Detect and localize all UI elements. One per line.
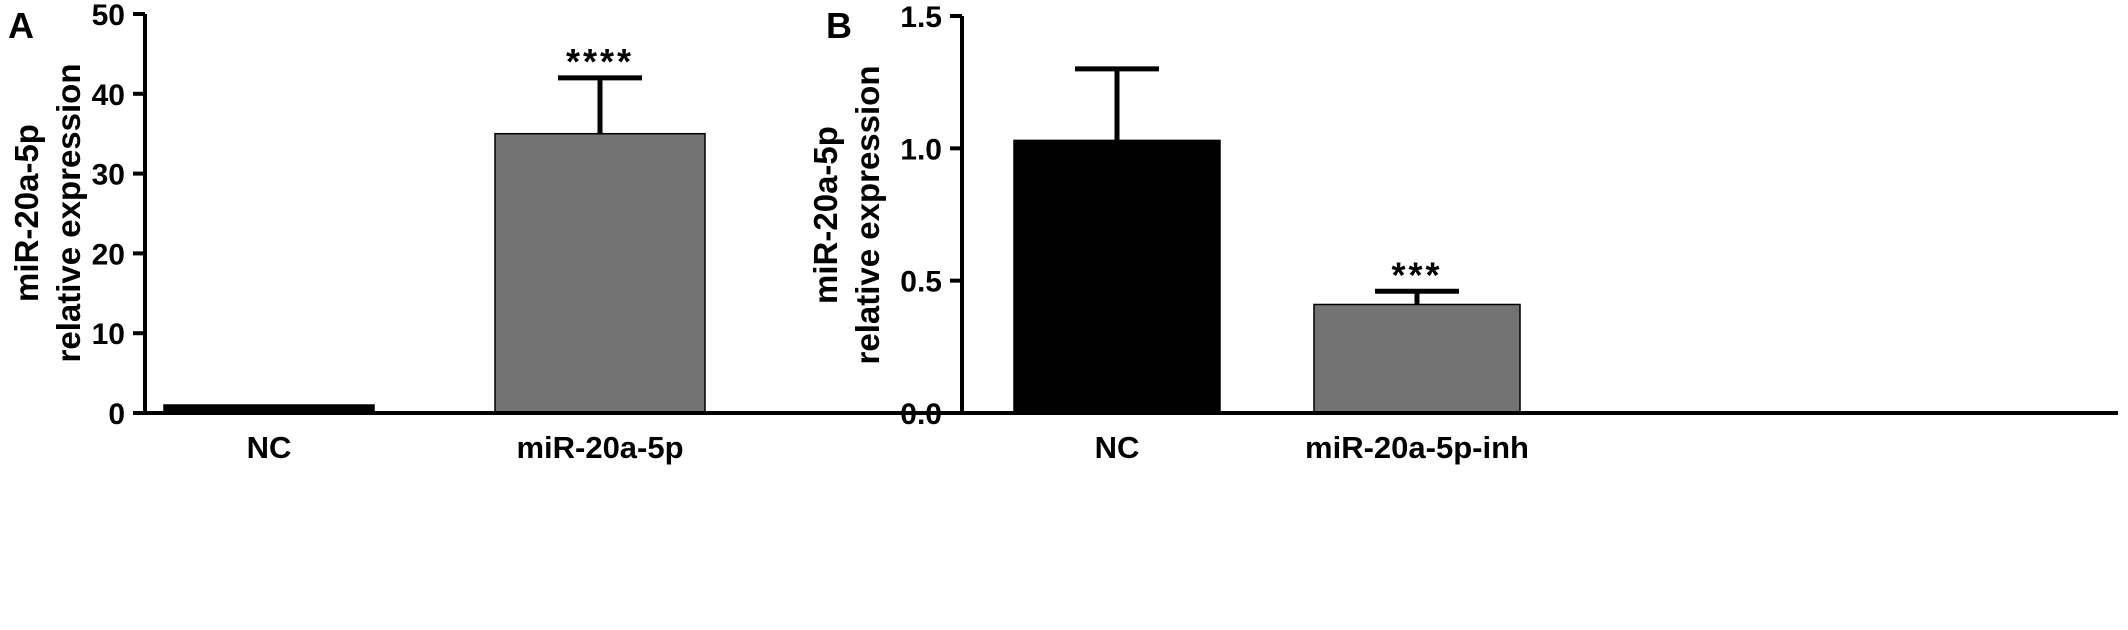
y-tick-label: 40: [92, 79, 125, 112]
y-tick-label: 0.5: [900, 266, 942, 299]
significance-label: ***: [1391, 254, 1442, 295]
x-tick-label: NC: [1095, 430, 1140, 465]
y-axis-label: relative expression: [50, 64, 87, 363]
y-axis-label: miR-20a-5p: [807, 126, 844, 304]
panel-label: B: [826, 5, 852, 46]
x-tick-label: miR-20a-5p: [516, 430, 683, 465]
y-tick-label: 1.0: [900, 133, 942, 166]
bar-mir-20a-5p: [494, 132, 706, 414]
panel-label: A: [8, 5, 34, 46]
significance-label: ****: [566, 41, 634, 82]
bar-nc: [1013, 139, 1221, 414]
y-tick-label: 1.5: [900, 1, 942, 34]
y-tick-label: 0: [108, 398, 125, 431]
bar-mir-20a-5p-inh: [1313, 303, 1521, 414]
y-tick-label: 20: [92, 238, 125, 271]
y-tick-label: 50: [92, 0, 125, 32]
x-tick-label: miR-20a-5p-inh: [1305, 430, 1529, 465]
y-axis-label: relative expression: [849, 66, 886, 365]
y-tick-label: 30: [92, 159, 125, 192]
y-tick-label: 10: [92, 318, 125, 351]
y-tick-label: 0.0: [900, 398, 942, 431]
y-axis-label: miR-20a-5p: [8, 124, 45, 302]
x-tick-label: NC: [247, 430, 292, 465]
chart-panel-b: B NC *** miR-20a-5p-inh 0.0 0.5 1.0 1.5 miR-20a-…: [807, 1, 2118, 465]
